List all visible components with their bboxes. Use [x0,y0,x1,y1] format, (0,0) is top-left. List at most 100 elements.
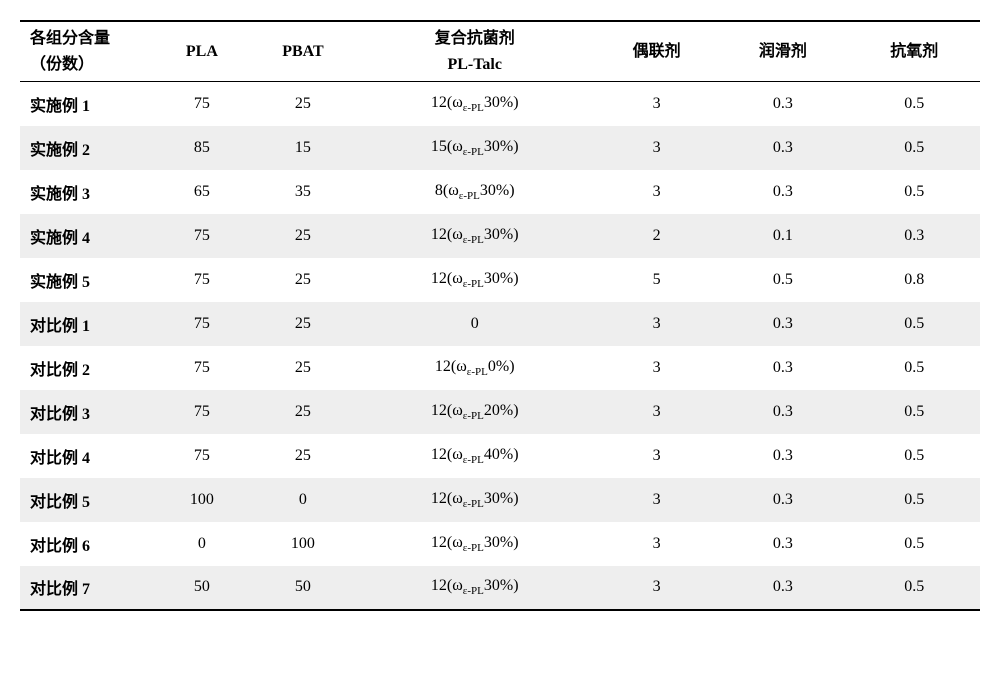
cell-pla: 75 [151,390,252,434]
header-label-l2: （份数） [30,52,145,78]
table-row: 对比例 7505012(ωε-PL30%)30.30.5 [20,566,980,610]
cell-coupling: 3 [596,170,717,214]
header-pbat: PBAT [252,21,353,82]
cell-coupling: 3 [596,302,717,346]
cell-pla: 75 [151,82,252,126]
cell-pla: 75 [151,302,252,346]
cell-agent: 15(ωε-PL30%) [353,126,596,170]
row-label: 对比例 5 [20,478,151,522]
cell-coupling: 3 [596,522,717,566]
cell-pbat: 25 [252,214,353,258]
cell-pla: 75 [151,214,252,258]
table-row: 对比例 5100012(ωε-PL30%)30.30.5 [20,478,980,522]
cell-coupling: 3 [596,346,717,390]
table-row: 实施例 5752512(ωε-PL30%)50.50.8 [20,258,980,302]
cell-antiox: 0.5 [849,478,980,522]
cell-antiox: 0.5 [849,434,980,478]
cell-coupling: 3 [596,126,717,170]
cell-agent: 12(ωε-PL40%) [353,434,596,478]
row-label: 对比例 1 [20,302,151,346]
cell-lube: 0.3 [717,434,848,478]
row-label: 对比例 3 [20,390,151,434]
composition-table: 各组分含量 （份数） PLA PBAT 复合抗菌剂 PL-Talc 偶联剂 润滑… [20,20,980,611]
table-body: 实施例 1752512(ωε-PL30%)30.30.5实施例 2851515(… [20,82,980,610]
table-row: 对比例 17525030.30.5 [20,302,980,346]
header-antiox: 抗氧剂 [849,21,980,82]
cell-lube: 0.3 [717,170,848,214]
table-row: 对比例 6010012(ωε-PL30%)30.30.5 [20,522,980,566]
table-row: 实施例 2851515(ωε-PL30%)30.30.5 [20,126,980,170]
cell-antiox: 0.5 [849,302,980,346]
header-coupling: 偶联剂 [596,21,717,82]
cell-coupling: 2 [596,214,717,258]
row-label: 实施例 1 [20,82,151,126]
cell-pbat: 25 [252,346,353,390]
cell-agent: 12(ωε-PL30%) [353,478,596,522]
cell-pbat: 25 [252,390,353,434]
cell-pla: 0 [151,522,252,566]
cell-antiox: 0.3 [849,214,980,258]
cell-lube: 0.3 [717,346,848,390]
cell-agent: 12(ωε-PL0%) [353,346,596,390]
cell-coupling: 3 [596,82,717,126]
cell-lube: 0.1 [717,214,848,258]
table-row: 实施例 365358(ωε-PL30%)30.30.5 [20,170,980,214]
cell-pbat: 0 [252,478,353,522]
cell-pla: 50 [151,566,252,610]
row-label: 实施例 3 [20,170,151,214]
cell-coupling: 5 [596,258,717,302]
header-agent: 复合抗菌剂 PL-Talc [353,21,596,82]
cell-coupling: 3 [596,478,717,522]
cell-pla: 75 [151,346,252,390]
table-row: 对比例 3752512(ωε-PL20%)30.30.5 [20,390,980,434]
cell-pbat: 25 [252,302,353,346]
cell-pla: 65 [151,170,252,214]
cell-lube: 0.3 [717,390,848,434]
table-row: 实施例 4752512(ωε-PL30%)20.10.3 [20,214,980,258]
cell-lube: 0.3 [717,478,848,522]
row-label: 对比例 4 [20,434,151,478]
row-label: 实施例 2 [20,126,151,170]
cell-pbat: 25 [252,82,353,126]
cell-pla: 75 [151,434,252,478]
cell-agent: 8(ωε-PL30%) [353,170,596,214]
cell-lube: 0.3 [717,82,848,126]
cell-antiox: 0.5 [849,126,980,170]
cell-agent: 12(ωε-PL30%) [353,82,596,126]
row-label: 对比例 6 [20,522,151,566]
cell-antiox: 0.5 [849,522,980,566]
cell-antiox: 0.5 [849,390,980,434]
cell-antiox: 0.8 [849,258,980,302]
cell-antiox: 0.5 [849,82,980,126]
row-label: 对比例 7 [20,566,151,610]
cell-agent: 12(ωε-PL20%) [353,390,596,434]
cell-pbat: 35 [252,170,353,214]
cell-coupling: 3 [596,434,717,478]
cell-agent: 12(ωε-PL30%) [353,214,596,258]
cell-antiox: 0.5 [849,566,980,610]
cell-lube: 0.3 [717,522,848,566]
header-label: 各组分含量 （份数） [20,21,151,82]
cell-agent: 0 [353,302,596,346]
row-label: 实施例 4 [20,214,151,258]
cell-agent: 12(ωε-PL30%) [353,566,596,610]
header-agent-l1: 复合抗菌剂 [435,30,515,47]
cell-antiox: 0.5 [849,170,980,214]
table-row: 对比例 4752512(ωε-PL40%)30.30.5 [20,434,980,478]
cell-lube: 0.3 [717,566,848,610]
table-row: 实施例 1752512(ωε-PL30%)30.30.5 [20,82,980,126]
cell-lube: 0.3 [717,302,848,346]
cell-pbat: 50 [252,566,353,610]
cell-pbat: 25 [252,434,353,478]
cell-coupling: 3 [596,390,717,434]
header-pla: PLA [151,21,252,82]
cell-pbat: 15 [252,126,353,170]
cell-agent: 12(ωε-PL30%) [353,522,596,566]
row-label: 实施例 5 [20,258,151,302]
header-row: 各组分含量 （份数） PLA PBAT 复合抗菌剂 PL-Talc 偶联剂 润滑… [20,21,980,82]
table-row: 对比例 2752512(ωε-PL0%)30.30.5 [20,346,980,390]
cell-lube: 0.5 [717,258,848,302]
header-lube: 润滑剂 [717,21,848,82]
cell-pla: 100 [151,478,252,522]
row-label: 对比例 2 [20,346,151,390]
